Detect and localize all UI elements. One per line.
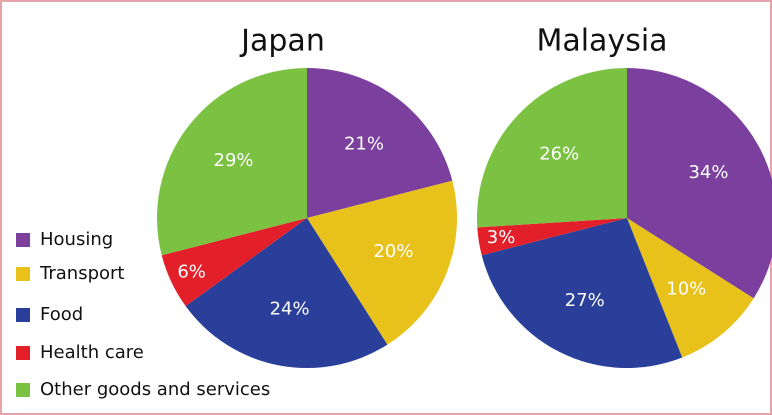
value-label: 34% — [688, 162, 728, 183]
pie-slice — [477, 218, 627, 256]
legend-swatch — [16, 267, 30, 281]
pie-slice — [627, 68, 772, 299]
pie-slice — [481, 218, 683, 368]
value-label: 6% — [177, 261, 206, 282]
value-label: 29% — [214, 150, 254, 171]
pie-slice — [627, 218, 754, 358]
legend-label: Housing — [40, 229, 113, 250]
pie-slice — [307, 180, 457, 345]
chart-title: Japan — [239, 24, 325, 59]
pie-slice — [307, 68, 453, 218]
value-label: 24% — [270, 298, 310, 319]
legend-swatch — [16, 383, 30, 397]
value-label: 27% — [565, 290, 605, 311]
pie-slice — [185, 218, 388, 369]
legend-label: Other goods and services — [40, 379, 270, 400]
legend-swatch — [16, 346, 30, 360]
value-label: 26% — [539, 143, 579, 164]
value-label: 20% — [373, 241, 413, 262]
value-label: 10% — [666, 279, 706, 300]
pie-slice — [477, 68, 627, 228]
chart-title: Malaysia — [536, 24, 667, 59]
legend-swatch — [16, 308, 30, 322]
pie-slice — [157, 68, 307, 256]
legend-label: Transport — [39, 263, 124, 284]
pie-slice — [161, 218, 307, 307]
legend-label: Health care — [40, 342, 144, 363]
value-label: 21% — [344, 134, 384, 155]
value-label: 3% — [487, 227, 516, 248]
legend-swatch — [16, 233, 30, 247]
legend-label: Food — [40, 304, 83, 325]
